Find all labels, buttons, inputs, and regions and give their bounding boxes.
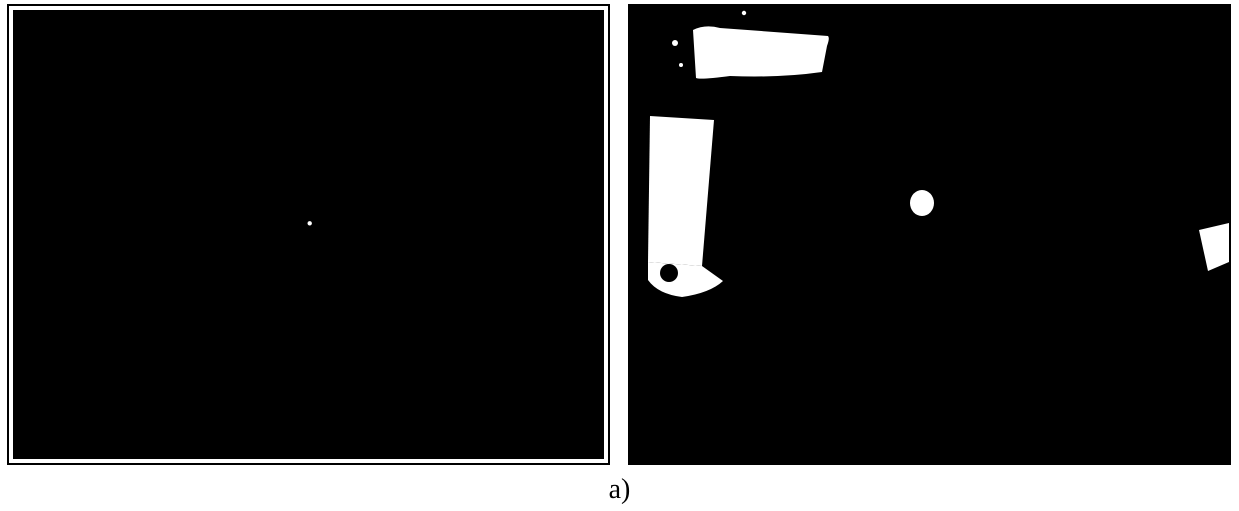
figure-root: a): [0, 0, 1239, 511]
left-quad-foot: [648, 262, 723, 297]
center-blob: [910, 190, 934, 216]
panel-left: [7, 4, 610, 465]
panel-left-svg: [13, 10, 604, 459]
figure-caption: a): [0, 474, 1239, 506]
speck-top: [742, 11, 746, 15]
speck-2: [679, 63, 683, 67]
panel-right: [628, 4, 1231, 465]
speck-1: [672, 40, 678, 46]
center-dot: [308, 221, 312, 225]
foot-dark-blob: [660, 264, 678, 282]
left-quad: [648, 116, 714, 266]
top-left-triangle: [693, 26, 829, 78]
caption-text: a): [609, 474, 631, 505]
panel-right-svg: [630, 6, 1229, 463]
right-edge-chip: [1199, 223, 1229, 271]
